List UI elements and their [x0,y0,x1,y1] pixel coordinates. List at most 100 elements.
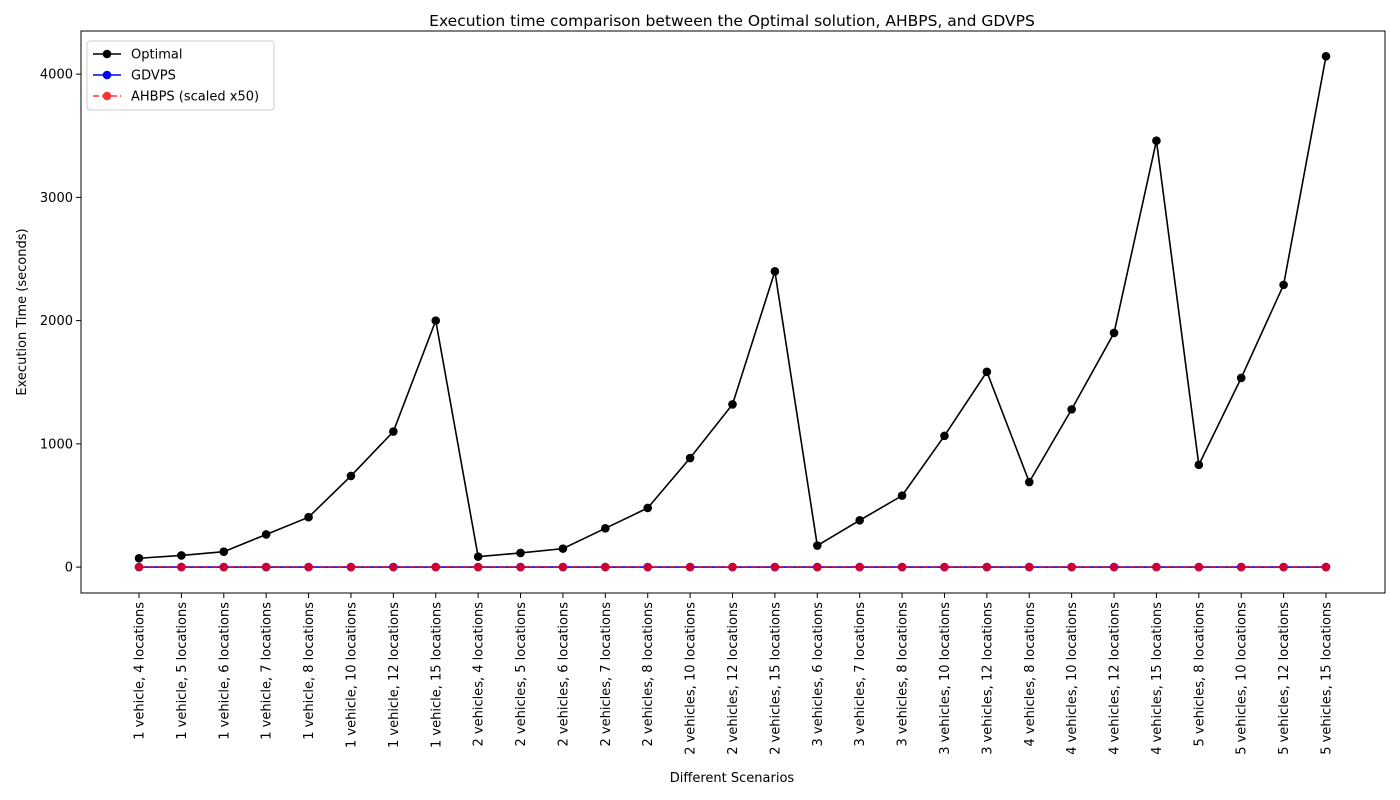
legend-marker [102,70,112,80]
y-tick-label: 2000 [40,314,73,329]
data-point [685,453,695,463]
data-point [431,316,441,325]
data-point [855,515,864,525]
y-tick-label: 3000 [40,191,73,206]
data-point [389,562,398,572]
legend-label: Optimal [131,48,182,63]
data-point [134,562,144,572]
data-point [601,523,610,533]
x-tick-label: 1 vehicle, 12 locations [387,602,402,748]
y-tick-label: 4000 [40,68,73,83]
x-axis: 1 vehicle, 4 locations 1 vehicle, 5 locat… [133,593,1335,755]
y-tick-label: 1000 [40,437,73,452]
plot-area [80,30,1386,594]
legend-entry [93,49,121,59]
legend: Optimal GDVPS AHBPS (scaled x50) [86,40,275,111]
x-tick-label: 5 vehicles, 8 locations [1192,602,1207,747]
data-point [219,562,229,572]
x-tick-label: 4 vehicles, 10 locations [1065,602,1080,755]
x-tick-label: 2 vehicles, 5 locations [514,602,529,747]
data-point [261,562,271,572]
data-point [1067,562,1076,572]
legend-entry [93,91,121,101]
legend-marker [102,49,112,59]
x-tick-label: 1 vehicle, 8 locations [302,602,317,740]
data-point [219,547,229,557]
series-layer [134,51,1331,572]
data-point [897,491,907,500]
data-point [855,562,864,572]
data-point [897,562,907,572]
data-point [643,503,653,513]
data-point [940,431,949,441]
data-point [728,562,737,572]
chart-title: Execution time comparison between the Op… [429,12,1035,30]
x-tick-label: 3 vehicles, 12 locations [980,602,995,755]
x-tick-label: 2 vehicles, 4 locations [472,602,487,747]
x-tick-label: 4 vehicles, 15 locations [1150,602,1165,755]
x-tick-label: 2 vehicles, 6 locations [556,602,571,747]
series-ahbps-scaled-x50 [134,562,1331,572]
data-point [516,562,525,572]
data-point [982,367,992,377]
series-optimal [134,51,1331,563]
x-tick-label: 4 vehicles, 8 locations [1023,602,1038,747]
data-point [685,562,695,572]
x-tick-label: 2 vehicles, 12 locations [726,602,741,755]
data-point [473,562,483,572]
x-tick-label: 1 vehicle, 10 locations [344,602,359,748]
data-point [770,562,780,572]
x-tick-label: 2 vehicles, 7 locations [599,602,614,747]
data-point [389,427,398,436]
data-point [473,552,483,561]
data-point [1236,373,1246,383]
data-point [982,562,992,572]
data-point [940,562,949,572]
x-tick-label: 3 vehicles, 8 locations [896,602,911,747]
data-point [770,267,780,276]
data-point [812,541,822,550]
data-point [1279,280,1288,290]
data-point [1236,562,1246,572]
x-tick-label: 2 vehicles, 15 locations [768,602,783,755]
data-point [134,553,144,563]
data-point [261,530,271,539]
data-point [346,562,356,572]
x-tick-label: 5 vehicles, 12 locations [1277,602,1292,755]
x-tick-label: 3 vehicles, 7 locations [853,602,868,747]
legend-box [86,40,275,111]
legend-entry [93,70,121,80]
x-tick-label: 1 vehicle, 4 locations [133,602,148,740]
x-tick-label: 1 vehicle, 15 locations [429,602,444,748]
series-line [138,56,1327,560]
data-point [304,562,313,572]
data-point [304,512,313,522]
data-point [1279,562,1288,572]
x-tick-label: 5 vehicles, 10 locations [1235,602,1250,755]
x-tick-label: 2 vehicles, 10 locations [684,602,699,755]
data-point [1194,562,1204,572]
x-tick-label: 5 vehicles, 15 locations [1320,602,1335,755]
data-point [601,562,610,572]
data-point [643,562,653,572]
legend-label: GDVPS [131,69,176,84]
data-point [346,471,356,481]
data-point [558,562,568,572]
x-tick-label: 3 vehicles, 10 locations [938,602,953,755]
data-point [1152,136,1161,145]
data-point [1321,51,1331,61]
data-point [177,551,186,560]
legend-label: AHBPS (scaled x50) [131,90,259,105]
legend-marker [102,91,112,101]
data-point [177,562,186,572]
x-tick-label: 3 vehicles, 6 locations [811,602,826,747]
data-point [1067,405,1076,414]
y-axis-label: Execution Time (seconds) [15,228,30,395]
data-point [558,544,568,553]
data-point [516,548,525,558]
x-tick-label: 1 vehicle, 5 locations [175,602,190,740]
data-point [1109,328,1119,338]
data-point [812,562,822,572]
data-point [1024,477,1034,487]
